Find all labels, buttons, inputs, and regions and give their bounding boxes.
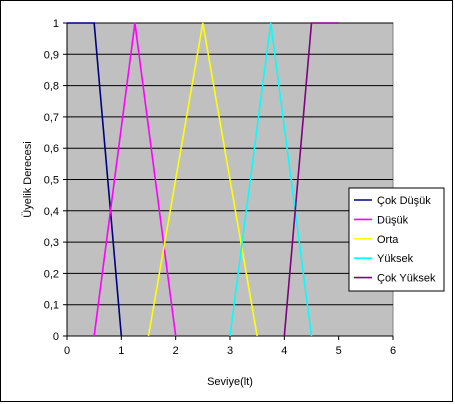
x-tick-label: 1	[118, 345, 124, 357]
y-tick-label: 0	[53, 331, 59, 343]
y-tick-label: 0,3	[44, 237, 59, 249]
series-line-2	[93, 22, 177, 337]
y-tick-labels: 0 0,1 0,2 0,3 0,4 0,5 0,6 0,7 0,8 0,9 1	[44, 18, 59, 343]
series-line-3	[147, 22, 258, 337]
y-tick-label: 0,5	[44, 175, 59, 187]
y-tick-label: 0,6	[44, 143, 59, 155]
y-tick-label: 1	[53, 18, 59, 30]
x-tick-labels: 0 1 2 3 4 5 6	[64, 345, 396, 357]
y-axis-title: Üyelik Derecesi	[22, 141, 34, 217]
x-tick-label: 6	[390, 345, 396, 357]
y-tick-label: 0,1	[44, 300, 59, 312]
y-tick-label: 0,7	[44, 112, 59, 124]
legend-label: Çok Düşük	[377, 195, 431, 207]
series-line-1	[67, 22, 123, 337]
x-tick-label: 2	[173, 345, 179, 357]
x-tick-label: 0	[64, 345, 70, 357]
series-line-5	[283, 22, 339, 337]
x-tick-label: 5	[336, 345, 342, 357]
y-tick-label: 0,2	[44, 268, 59, 280]
series-lines	[67, 22, 339, 337]
legend-items: Çok Düşük Düşük Orta Yüksek Çok Yüksek	[354, 195, 436, 285]
legend-label: Çok Yüksek	[377, 273, 436, 285]
legend: Çok Düşük Düşük Orta Yüksek Çok Yüksek	[348, 187, 445, 292]
y-tick-label: 0,4	[44, 206, 59, 218]
legend-label: Orta	[377, 234, 399, 246]
x-tick-label: 3	[227, 345, 233, 357]
legend-label: Düşük	[377, 214, 409, 226]
series-line-4	[229, 22, 313, 337]
y-tick-label: 0,8	[44, 81, 59, 93]
y-tick-label: 0,9	[44, 49, 59, 61]
x-tick-label: 4	[281, 345, 287, 357]
x-axis-title: Seviye(lt)	[207, 376, 253, 388]
legend-label: Yüksek	[377, 253, 414, 265]
